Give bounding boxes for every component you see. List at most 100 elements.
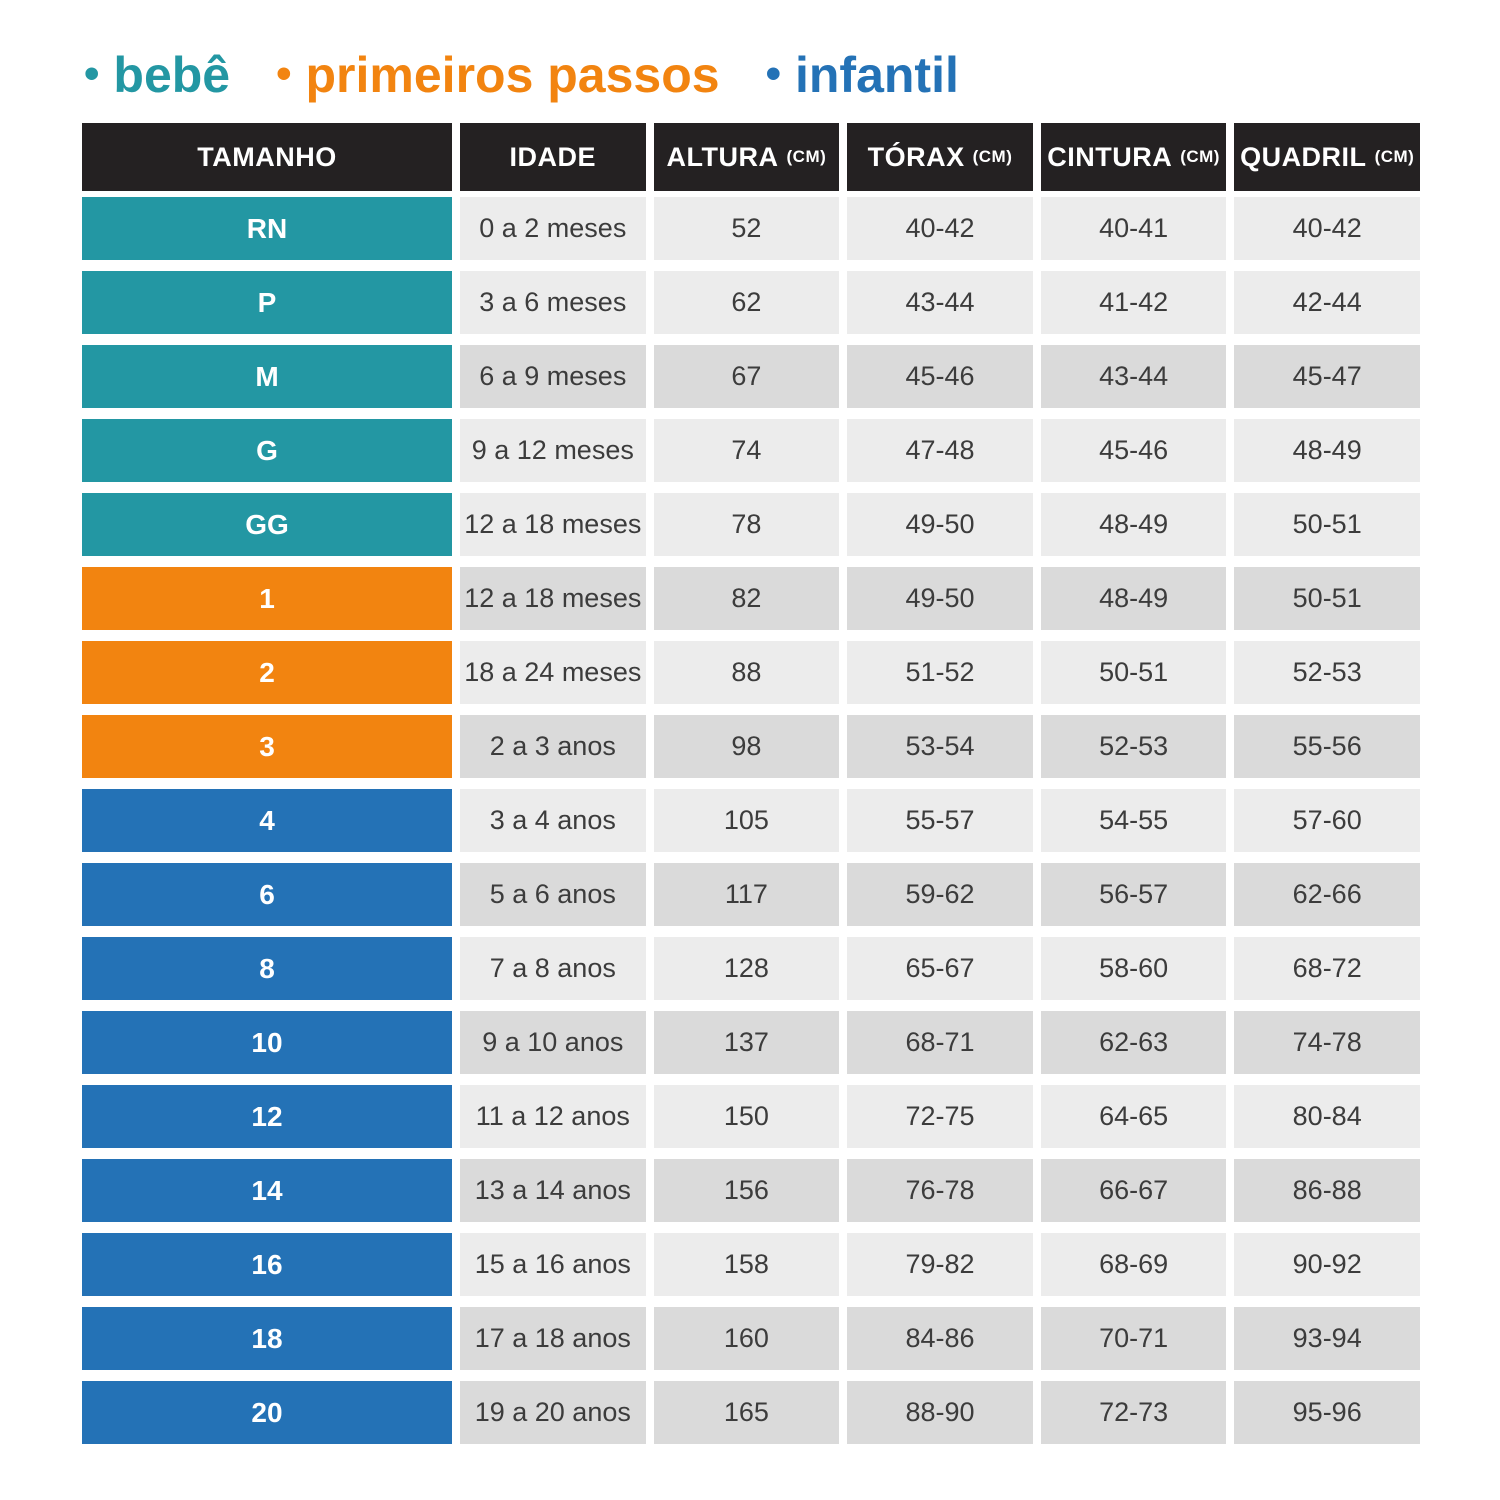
size-cell: 1 bbox=[82, 567, 452, 630]
age-value: 11 a 12 anos bbox=[475, 1101, 630, 1131]
height-value: 67 bbox=[731, 361, 762, 391]
size-label: P bbox=[257, 286, 277, 318]
table-row: P 3 a 6 meses 62 43-44 41-42 42-44 bbox=[82, 271, 1420, 334]
size-cell: 18 bbox=[82, 1307, 452, 1370]
legend-item-infantil: • infantil bbox=[766, 48, 959, 103]
size-label: 20 bbox=[251, 1396, 283, 1428]
column-header-idade: IDADE bbox=[460, 123, 646, 191]
chest-cell: 65-67 bbox=[847, 937, 1033, 1000]
column-header-quadril: QUADRIL (CM) bbox=[1234, 123, 1420, 191]
waist-value: 50-51 bbox=[1099, 657, 1169, 687]
waist-value: 72-73 bbox=[1099, 1397, 1169, 1427]
height-cell: 128 bbox=[653, 937, 840, 1000]
age-cell: 9 a 10 anos bbox=[460, 1011, 646, 1074]
height-cell: 160 bbox=[653, 1307, 840, 1370]
waist-cell: 62-63 bbox=[1040, 1011, 1227, 1074]
waist-value: 45-46 bbox=[1099, 435, 1169, 465]
chest-value: 72-75 bbox=[905, 1101, 975, 1131]
header-label: CINTURA bbox=[1047, 141, 1173, 172]
chest-cell: 68-71 bbox=[847, 1011, 1033, 1074]
age-cell: 12 a 18 meses bbox=[460, 567, 646, 630]
chest-value: 47-48 bbox=[905, 435, 975, 465]
size-cell: 4 bbox=[82, 789, 452, 852]
chest-cell: 76-78 bbox=[847, 1159, 1033, 1222]
hip-cell: 55-56 bbox=[1234, 715, 1420, 778]
hip-value: 45-47 bbox=[1292, 361, 1362, 391]
header-unit: (CM) bbox=[1180, 147, 1220, 166]
bullet-icon: • bbox=[276, 49, 292, 98]
hip-value: 52-53 bbox=[1292, 657, 1362, 687]
legend-item-primeiros-passos: • primeiros passos bbox=[276, 48, 719, 103]
age-value: 12 a 18 meses bbox=[464, 509, 642, 539]
height-value: 117 bbox=[724, 879, 768, 909]
size-label: 8 bbox=[259, 952, 275, 984]
chest-value: 53-54 bbox=[905, 731, 975, 761]
waist-value: 48-49 bbox=[1099, 509, 1169, 539]
table-row: 3 2 a 3 anos 98 53-54 52-53 55-56 bbox=[82, 715, 1420, 778]
chest-cell: 51-52 bbox=[847, 641, 1033, 704]
waist-cell: 50-51 bbox=[1040, 641, 1227, 704]
chest-value: 68-71 bbox=[905, 1027, 975, 1057]
chest-value: 49-50 bbox=[905, 509, 975, 539]
chest-value: 76-78 bbox=[905, 1175, 975, 1205]
height-value: 82 bbox=[731, 583, 762, 613]
waist-cell: 56-57 bbox=[1040, 863, 1227, 926]
column-header-altura: ALTURA (CM) bbox=[653, 123, 840, 191]
height-cell: 74 bbox=[653, 419, 840, 482]
size-label: 2 bbox=[259, 656, 275, 688]
age-cell: 7 a 8 anos bbox=[460, 937, 646, 1000]
waist-cell: 48-49 bbox=[1040, 567, 1227, 630]
waist-value: 52-53 bbox=[1099, 731, 1169, 761]
age-cell: 5 a 6 anos bbox=[460, 863, 646, 926]
height-value: 98 bbox=[731, 731, 762, 761]
height-cell: 82 bbox=[653, 567, 840, 630]
hip-value: 74-78 bbox=[1292, 1027, 1362, 1057]
age-value: 7 a 8 anos bbox=[489, 953, 616, 983]
chest-cell: 47-48 bbox=[847, 419, 1033, 482]
age-value: 6 a 9 meses bbox=[479, 361, 627, 391]
legend-label: infantil bbox=[794, 47, 959, 103]
waist-cell: 52-53 bbox=[1040, 715, 1227, 778]
size-label: GG bbox=[245, 508, 289, 540]
waist-cell: 64-65 bbox=[1040, 1085, 1227, 1148]
chest-cell: 88-90 bbox=[847, 1381, 1033, 1444]
chest-cell: 59-62 bbox=[847, 863, 1033, 926]
height-value: 128 bbox=[723, 953, 769, 983]
age-cell: 6 a 9 meses bbox=[460, 345, 646, 408]
column-header-cintura: CINTURA (CM) bbox=[1040, 123, 1227, 191]
hip-cell: 68-72 bbox=[1234, 937, 1420, 1000]
size-cell: P bbox=[82, 271, 452, 334]
height-value: 88 bbox=[731, 657, 762, 687]
hip-value: 80-84 bbox=[1292, 1101, 1362, 1131]
waist-value: 56-57 bbox=[1099, 879, 1169, 909]
waist-cell: 41-42 bbox=[1040, 271, 1227, 334]
age-value: 0 a 2 meses bbox=[479, 213, 627, 243]
age-cell: 0 a 2 meses bbox=[460, 197, 646, 260]
size-cell: RN bbox=[82, 197, 452, 260]
hip-cell: 80-84 bbox=[1234, 1085, 1420, 1148]
size-label: 18 bbox=[251, 1322, 283, 1354]
height-cell: 156 bbox=[653, 1159, 840, 1222]
age-cell: 19 a 20 anos bbox=[460, 1381, 646, 1444]
chest-cell: 79-82 bbox=[847, 1233, 1033, 1296]
hip-cell: 50-51 bbox=[1234, 567, 1420, 630]
height-cell: 98 bbox=[653, 715, 840, 778]
chest-cell: 49-50 bbox=[847, 567, 1033, 630]
height-value: 74 bbox=[731, 435, 762, 465]
waist-value: 48-49 bbox=[1099, 583, 1169, 613]
waist-cell: 70-71 bbox=[1040, 1307, 1227, 1370]
waist-cell: 54-55 bbox=[1040, 789, 1227, 852]
age-value: 17 a 18 anos bbox=[474, 1323, 631, 1353]
chest-cell: 72-75 bbox=[847, 1085, 1033, 1148]
size-cell: 16 bbox=[82, 1233, 452, 1296]
waist-value: 66-67 bbox=[1099, 1175, 1169, 1205]
size-label: 14 bbox=[251, 1174, 283, 1206]
size-label: G bbox=[256, 434, 278, 466]
table-row: 14 13 a 14 anos 156 76-78 66-67 86-88 bbox=[82, 1159, 1420, 1222]
chest-cell: 40-42 bbox=[847, 197, 1033, 260]
waist-cell: 43-44 bbox=[1040, 345, 1227, 408]
hip-value: 62-66 bbox=[1292, 879, 1362, 909]
table-row: 6 5 a 6 anos 117 59-62 56-57 62-66 bbox=[82, 863, 1420, 926]
size-cell: 20 bbox=[82, 1381, 452, 1444]
